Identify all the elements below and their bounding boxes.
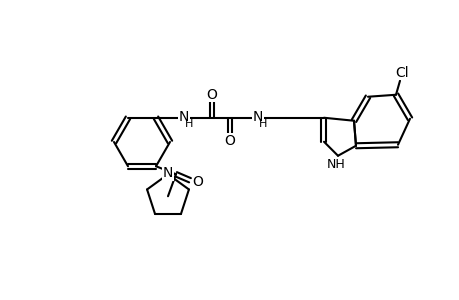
Text: N: N: [162, 166, 173, 180]
Text: N: N: [179, 110, 189, 124]
Text: H: H: [258, 119, 267, 129]
Text: NH: NH: [326, 158, 345, 171]
Text: O: O: [192, 175, 203, 189]
Text: Cl: Cl: [394, 66, 408, 80]
Text: N: N: [252, 110, 263, 124]
Text: O: O: [224, 134, 235, 148]
Text: H: H: [185, 119, 193, 129]
Text: O: O: [206, 88, 217, 102]
